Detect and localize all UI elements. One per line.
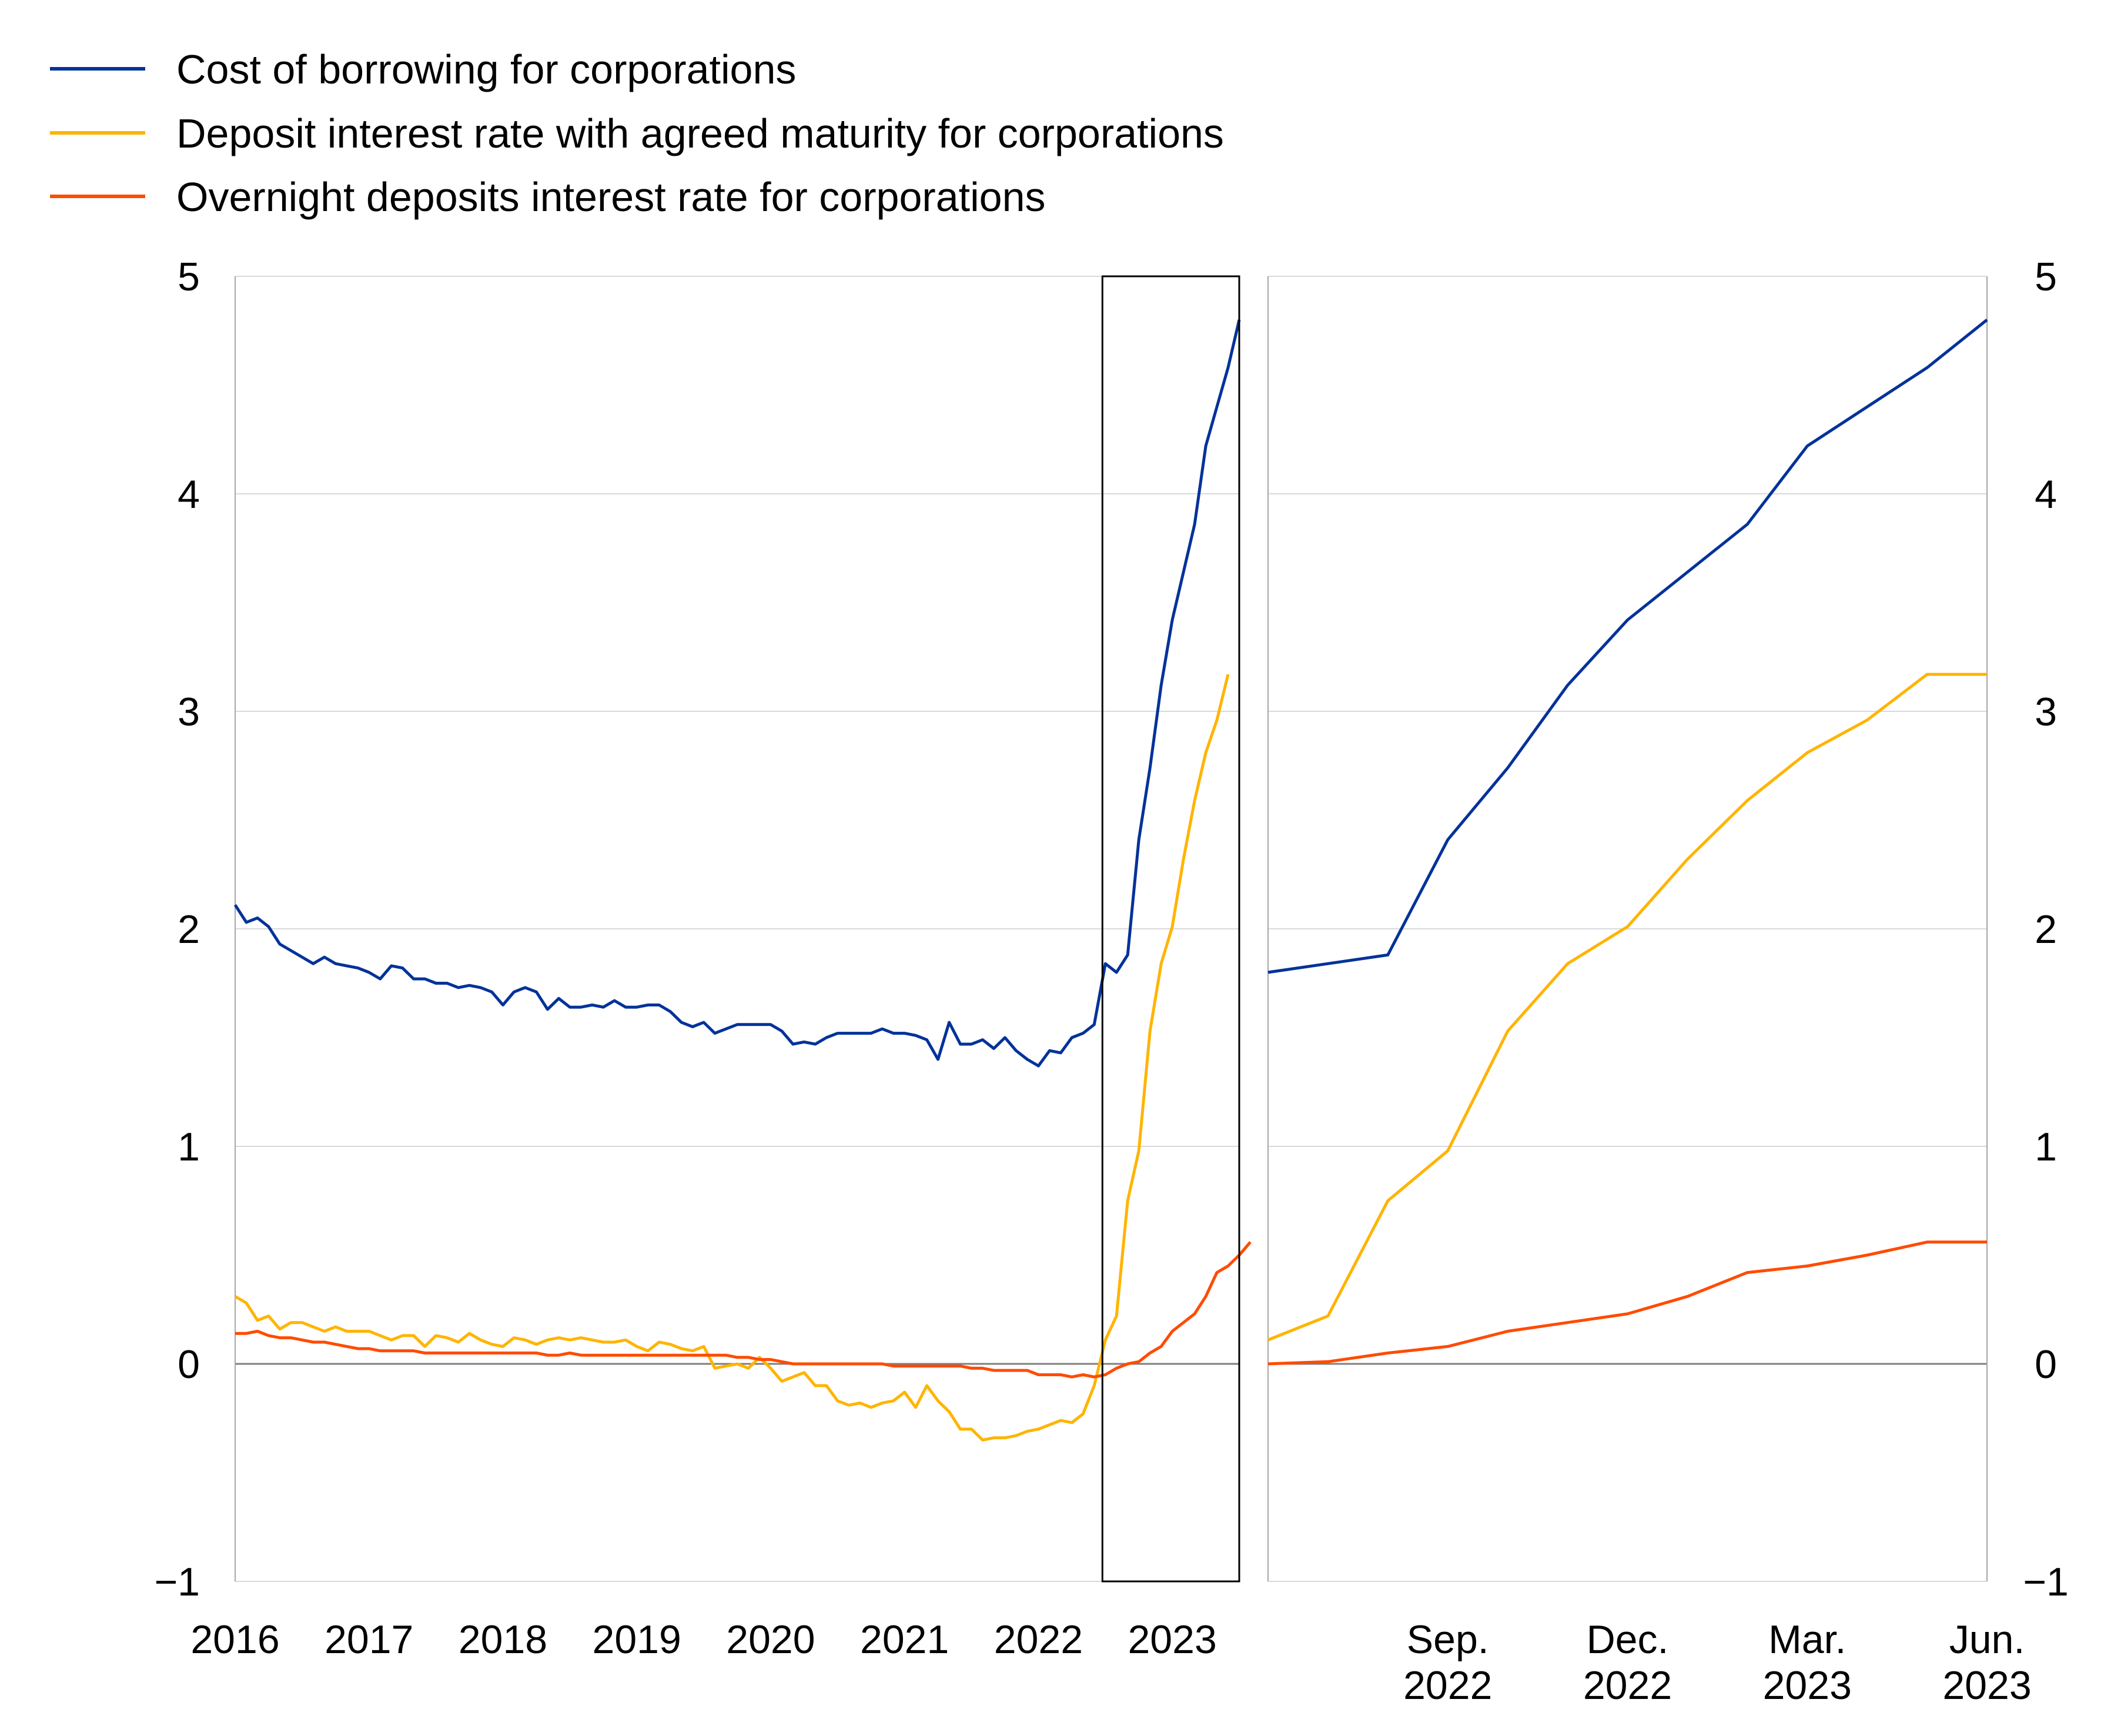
- right-x-tick-year: 2023: [1942, 1663, 2031, 1708]
- left-x-tick-labels: 2016 2017 2018 2019 2020 2021 2022 2023: [190, 1617, 1216, 1662]
- right-x-tick-month: Dec.: [1587, 1617, 1669, 1662]
- highlight-box: [1101, 275, 1240, 1583]
- left-x-tick-label-2023: 2023: [1128, 1617, 1216, 1662]
- left-gridlines: [235, 276, 1240, 1582]
- legend-label-borrowing: Cost of borrowing for corporations: [176, 46, 796, 92]
- left-y-tick-labels: −1 0 1 2 3 4 5: [154, 255, 200, 1604]
- left-x-tick-label-2017: 2017: [325, 1617, 413, 1662]
- left-y-tick-label: 5: [178, 255, 200, 299]
- left-y-tick-label: 1: [178, 1125, 200, 1169]
- left-x-tick-label-2018: 2018: [459, 1617, 547, 1662]
- right-gridlines: [1267, 276, 1988, 1582]
- left-y-tick-label: 4: [178, 472, 200, 517]
- left-y-tick-label: 3: [178, 690, 200, 734]
- right-x-tick-month: Mar.: [1768, 1617, 1846, 1662]
- right-y-tick-label: 4: [2035, 472, 2057, 517]
- left-panel: −1 0 1 2 3 4 5 2016 2017 2018 2019 2020 2021 2022 202…: [154, 255, 1252, 1662]
- right-line-cost-of-borrowing-for-corporations: [1267, 319, 1988, 974]
- legend-label-agreed-deposit: Deposit interest rate with agreed maturi…: [176, 111, 1224, 156]
- right-x-tick-year: 2023: [1763, 1663, 1852, 1708]
- right-y-tick-label: 1: [2035, 1125, 2057, 1169]
- right-series-lines: [1267, 319, 1988, 1366]
- right-line-overnight-deposits-interest-rate-for-corporations: [1267, 1240, 1987, 1366]
- right-x-tick-month: Jun.: [1949, 1617, 2025, 1662]
- left-line-deposit-interest-rate-with-agreed-maturity-for-corporations: [234, 674, 1230, 1441]
- right-y-tick-label: 0: [2035, 1342, 2057, 1387]
- right-y-tick-labels: −1 0 1 2 3 4 5: [2023, 255, 2069, 1604]
- right-y-tick-label: 2: [2035, 907, 2057, 952]
- left-y-tick-label: 2: [178, 907, 200, 952]
- left-x-tick-label-2021: 2021: [860, 1617, 949, 1662]
- right-y-tick-label: 5: [2035, 255, 2057, 299]
- right-y-tick-label: −1: [2023, 1560, 2069, 1604]
- left-line-overnight-deposits-interest-rate-for-corporations: [235, 1241, 1252, 1379]
- right-x-tick-year: 2022: [1583, 1663, 1672, 1708]
- left-y-tick-label: 0: [178, 1342, 200, 1387]
- right-y-tick-label: 3: [2035, 690, 2057, 734]
- legend: Cost of borrowing for corporations Depos…: [50, 46, 1224, 220]
- left-line-cost-of-borrowing-for-corporations: [233, 319, 1241, 1068]
- legend-label-overnight-deposit: Overnight deposits interest rate for cor…: [176, 174, 1046, 220]
- left-series-lines: [233, 319, 1252, 1441]
- right-x-tick-month: Sep.: [1407, 1617, 1489, 1662]
- left-x-tick-label-2022: 2022: [994, 1617, 1083, 1662]
- right-x-tick-year: 2022: [1403, 1663, 1492, 1708]
- left-y-tick-label: −1: [154, 1560, 200, 1604]
- left-x-tick-label-2019: 2019: [593, 1617, 681, 1662]
- right-line-deposit-interest-rate-with-agreed-maturity-for-corporations: [1267, 673, 1987, 1342]
- left-x-tick-label-2016: 2016: [190, 1617, 279, 1662]
- left-x-tick-label-2020: 2020: [726, 1617, 815, 1662]
